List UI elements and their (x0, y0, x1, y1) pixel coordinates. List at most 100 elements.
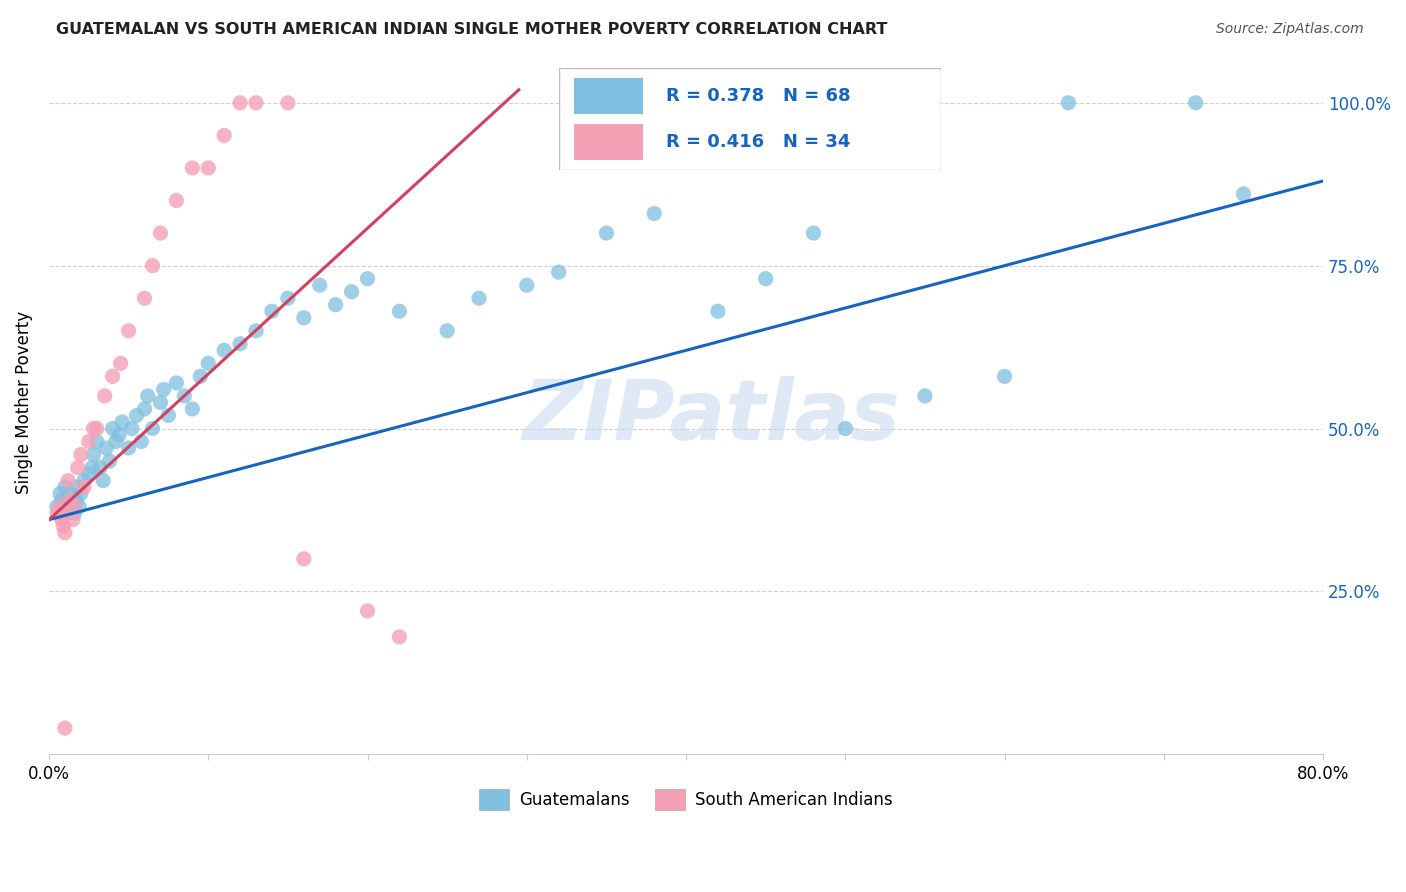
Guatemalans (83, 448, 105, 462)
Guatemalans (141, 421, 163, 435)
South American Indians (45, 506, 67, 520)
Guatemalans (67, 500, 90, 514)
Guatemalans (212, 343, 235, 358)
Guatemalans (55, 500, 77, 514)
Guatemalans (152, 383, 174, 397)
South American Indians (59, 493, 82, 508)
Guatemalans (308, 278, 330, 293)
South American Indians (245, 95, 267, 110)
Guatemalans (73, 474, 96, 488)
South American Indians (53, 525, 76, 540)
Guatemalans (80, 460, 103, 475)
South American Indians (212, 128, 235, 143)
Guatemalans (468, 291, 491, 305)
Guatemalans (104, 434, 127, 449)
Guatemalans (643, 206, 665, 220)
Y-axis label: Single Mother Poverty: Single Mother Poverty (15, 311, 32, 494)
South American Indians (55, 506, 77, 520)
Guatemalans (77, 467, 100, 482)
South American Indians (101, 369, 124, 384)
South American Indians (356, 604, 378, 618)
South American Indians (149, 226, 172, 240)
Guatemalans (89, 460, 111, 475)
South American Indians (181, 161, 204, 175)
South American Indians (66, 460, 89, 475)
South American Indians (73, 480, 96, 494)
Guatemalans (277, 291, 299, 305)
Guatemalans (707, 304, 730, 318)
South American Indians (165, 194, 187, 208)
Guatemalans (91, 474, 114, 488)
Guatemalans (325, 298, 347, 312)
Guatemalans (229, 336, 252, 351)
Guatemalans (125, 409, 148, 423)
Guatemalans (188, 369, 211, 384)
Guatemalans (56, 493, 79, 508)
Guatemalans (516, 278, 538, 293)
Guatemalans (131, 434, 153, 449)
Guatemalans (755, 271, 778, 285)
Guatemalans (157, 409, 180, 423)
South American Indians (93, 389, 115, 403)
Guatemalans (108, 428, 131, 442)
South American Indians (229, 95, 252, 110)
Guatemalans (98, 454, 121, 468)
Guatemalans (63, 506, 86, 520)
Guatemalans (1232, 186, 1254, 201)
Guatemalans (149, 395, 172, 409)
South American Indians (56, 474, 79, 488)
Guatemalans (136, 389, 159, 403)
Guatemalans (111, 415, 134, 429)
Guatemalans (173, 389, 195, 403)
South American Indians (52, 519, 75, 533)
Guatemalans (121, 421, 143, 435)
Guatemalans (49, 486, 72, 500)
Guatemalans (834, 421, 856, 435)
South American Indians (53, 721, 76, 735)
Text: Source: ZipAtlas.com: Source: ZipAtlas.com (1216, 22, 1364, 37)
Guatemalans (65, 493, 87, 508)
Guatemalans (165, 376, 187, 390)
Guatemalans (62, 500, 84, 514)
Guatemalans (356, 271, 378, 285)
Legend: Guatemalans, South American Indians: Guatemalans, South American Indians (472, 782, 900, 816)
Guatemalans (1057, 95, 1080, 110)
Text: GUATEMALAN VS SOUTH AMERICAN INDIAN SINGLE MOTHER POVERTY CORRELATION CHART: GUATEMALAN VS SOUTH AMERICAN INDIAN SING… (56, 22, 887, 37)
South American Indians (49, 500, 72, 514)
Guatemalans (388, 304, 411, 318)
South American Indians (277, 95, 299, 110)
Guatemalans (547, 265, 569, 279)
Guatemalans (53, 480, 76, 494)
Guatemalans (260, 304, 283, 318)
Guatemalans (340, 285, 363, 299)
South American Indians (77, 434, 100, 449)
South American Indians (69, 448, 91, 462)
Guatemalans (245, 324, 267, 338)
South American Indians (110, 356, 132, 370)
South American Indians (134, 291, 156, 305)
South American Indians (86, 421, 108, 435)
Guatemalans (595, 226, 617, 240)
Guatemalans (436, 324, 458, 338)
South American Indians (388, 630, 411, 644)
Guatemalans (52, 506, 75, 520)
Guatemalans (134, 401, 156, 416)
South American Indians (83, 421, 105, 435)
South American Indians (51, 513, 73, 527)
Guatemalans (51, 493, 73, 508)
Guatemalans (994, 369, 1017, 384)
Guatemalans (914, 389, 936, 403)
South American Indians (63, 500, 86, 514)
South American Indians (292, 551, 315, 566)
Guatemalans (101, 421, 124, 435)
Guatemalans (1184, 95, 1206, 110)
Guatemalans (197, 356, 219, 370)
Guatemalans (292, 310, 315, 325)
Guatemalans (69, 486, 91, 500)
Guatemalans (66, 480, 89, 494)
South American Indians (141, 259, 163, 273)
South American Indians (62, 513, 84, 527)
Guatemalans (96, 441, 118, 455)
Guatemalans (45, 500, 67, 514)
South American Indians (197, 161, 219, 175)
